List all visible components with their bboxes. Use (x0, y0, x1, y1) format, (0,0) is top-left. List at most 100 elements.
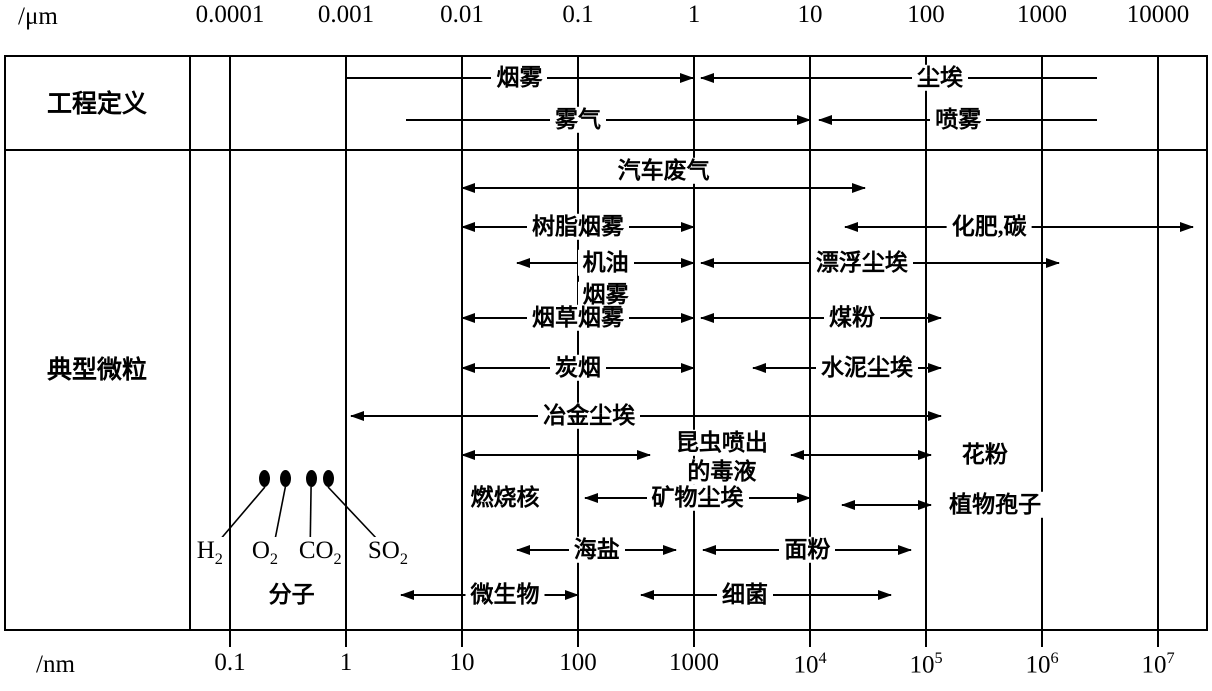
section-label-engineering-definition: 工程定义 (46, 91, 148, 118)
molecule-dot (322, 470, 334, 487)
arrowhead-left (702, 545, 717, 555)
arrowhead-left (461, 313, 475, 323)
arrowhead-left (516, 545, 531, 555)
item-label: 花粉 (956, 441, 1013, 469)
arrowhead-right (1045, 258, 1060, 268)
bottom-axis-tick: 100 (559, 649, 597, 676)
item-label: 机油 (577, 249, 634, 277)
molecule-dot (279, 470, 291, 487)
bottom-axis-tick: 1 (339, 649, 353, 676)
item-label: 矿物尘埃 (646, 484, 749, 512)
gridline (229, 55, 231, 647)
top-axis-tick: 10000 (1126, 1, 1190, 28)
bottom-axis-tick: 1000 (669, 649, 719, 676)
item-label: 尘埃 (911, 64, 968, 92)
item-label: 烟草烟雾 (527, 304, 629, 332)
item-label: 昆虫喷出 (670, 429, 773, 457)
arrowhead-right (564, 590, 579, 600)
row-header-divider (189, 55, 191, 631)
item-label: 面粉 (779, 536, 836, 564)
molecule-label: SO2 (365, 537, 410, 569)
arrowhead-right (681, 363, 695, 373)
item-label: 炭烟 (550, 354, 606, 382)
arrowhead-left (516, 258, 531, 268)
item-label: 细菌 (716, 581, 773, 609)
arrowhead-left (400, 590, 415, 600)
chart-frame (4, 55, 1208, 631)
arrowhead-left (700, 313, 715, 323)
arrowhead-right (796, 493, 811, 503)
arrowhead-right (681, 222, 695, 232)
arrowhead-right (796, 115, 811, 125)
bottom-axis-tick: 10 (449, 649, 475, 676)
item-label: 煤粉 (823, 304, 880, 332)
gridline (693, 55, 695, 647)
arrowhead-right (878, 590, 893, 600)
arrowhead-right (679, 73, 694, 83)
gridline (345, 55, 347, 647)
item-label: 燃烧核 (465, 484, 545, 512)
arrowhead-right (917, 450, 932, 460)
arrowhead-left (700, 73, 715, 83)
top-axis-tick: 0.001 (317, 1, 375, 28)
arrowhead-right (637, 450, 652, 460)
arrowhead-left (789, 450, 804, 460)
arrowhead-left (818, 115, 833, 125)
molecule-label: H2 (194, 537, 225, 569)
arrowhead-left (640, 590, 655, 600)
top-axis-unit-label: /μm (18, 3, 58, 30)
bottom-axis-tick: 105 (909, 649, 943, 679)
top-axis-tick: 0.0001 (195, 1, 265, 28)
item-label: 烟雾 (491, 64, 548, 92)
item-label-line2: 烟雾 (577, 281, 634, 309)
arrowhead-right (1179, 222, 1194, 232)
arrowhead-left (349, 411, 364, 421)
arrowhead-right (680, 258, 695, 268)
gridline (809, 55, 811, 647)
item-label: 雾气 (550, 106, 606, 134)
gridline (925, 55, 927, 647)
gridline (1041, 55, 1043, 647)
gridline (577, 55, 579, 647)
item-label: 水泥尘埃 (815, 354, 918, 382)
item-label: 冶金尘埃 (538, 402, 641, 430)
bottom-axis-tick: 0.1 (214, 649, 246, 676)
top-axis-tick: 1 (687, 1, 701, 28)
arrowhead-left (461, 222, 475, 232)
arrowhead-right (852, 183, 867, 193)
item-label: 汽车废气 (612, 157, 715, 185)
arrowhead-left (461, 183, 475, 193)
item-label: 植物孢子 (944, 491, 1047, 519)
molecule-dot (305, 470, 317, 487)
bottom-axis-tick: 107 (1141, 649, 1175, 679)
bottom-axis-tick: 104 (793, 649, 827, 679)
molecules-caption: 分子 (263, 581, 320, 609)
arrowhead-right (917, 500, 932, 510)
item-label: 漂浮尘埃 (810, 249, 913, 277)
range-arrow (461, 450, 652, 460)
item-label-line2: 的毒液 (682, 458, 762, 486)
item-label: 喷雾 (930, 106, 987, 134)
top-axis-tick: 0.1 (562, 1, 594, 28)
arrowhead-left (841, 500, 856, 510)
range-arrow (461, 183, 867, 193)
top-axis-tick: 0.01 (440, 1, 484, 28)
arrowhead-right (898, 545, 913, 555)
arrowhead-right (928, 411, 943, 421)
section-label-typical-particles: 典型微粒 (46, 357, 148, 384)
molecule-label: O2 (249, 537, 280, 569)
bottom-axis-unit-label: /nm (36, 651, 75, 678)
range-arrow (406, 115, 811, 125)
section-divider (4, 149, 1208, 151)
item-label: 树脂烟雾 (527, 213, 629, 241)
range-arrow (789, 450, 932, 460)
range-arrow (700, 313, 943, 323)
gridline (1157, 55, 1159, 647)
arrowhead-left (461, 363, 475, 373)
item-label: 化肥,碳 (946, 213, 1032, 241)
top-axis-tick: 10 (797, 1, 823, 28)
arrowhead-left (843, 222, 858, 232)
arrowhead-right (663, 545, 678, 555)
bottom-axis-tick: 106 (1025, 649, 1059, 679)
